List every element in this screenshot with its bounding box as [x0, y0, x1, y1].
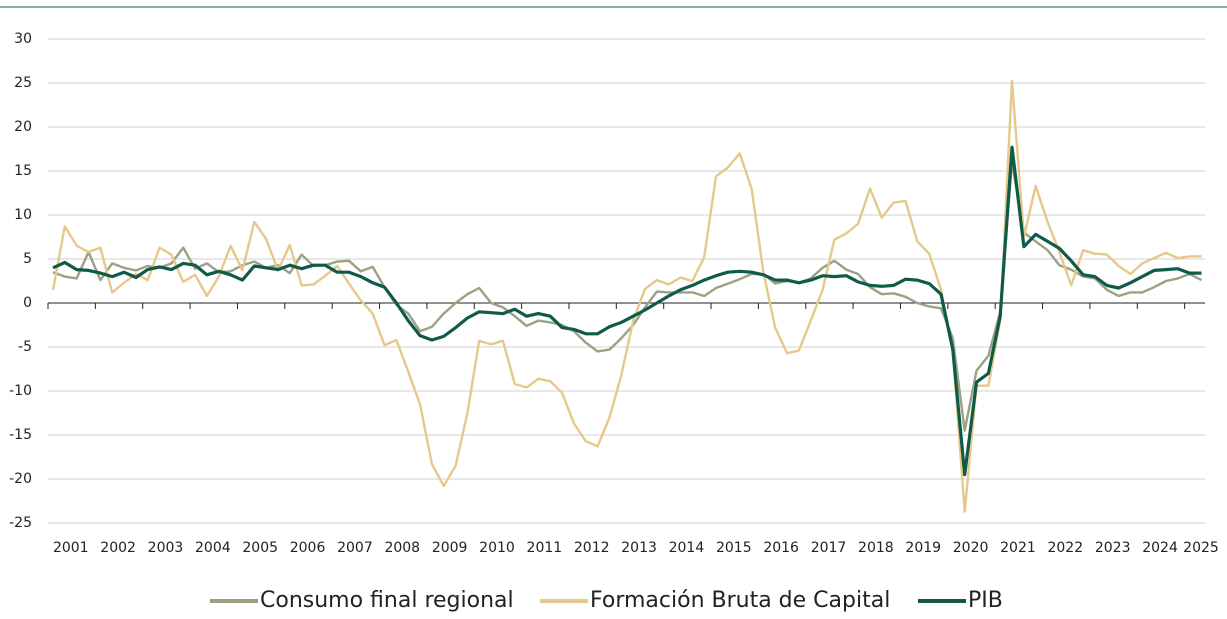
y-tick-label: 30 — [14, 31, 32, 47]
x-tick-label: 2018 — [858, 540, 894, 556]
x-tick-label: 2002 — [100, 540, 136, 556]
x-tick-label: 2019 — [905, 540, 941, 556]
x-tick-label: 2016 — [763, 540, 799, 556]
y-tick-label: 10 — [14, 207, 32, 223]
legend-label: PIB — [968, 588, 1003, 613]
line-series — [52, 145, 1202, 477]
x-tick-label: 2020 — [953, 540, 989, 556]
x-tick-label: 2003 — [148, 540, 184, 556]
y-tick-label: -10 — [9, 383, 32, 399]
x-tick-label: 2007 — [337, 540, 373, 556]
x-tick-label: 2021 — [1000, 540, 1036, 556]
line-series — [51, 80, 1202, 513]
x-tick-label: 2010 — [479, 540, 515, 556]
y-tick-label: -5 — [18, 339, 32, 355]
x-tick-label: 2017 — [811, 540, 847, 556]
x-tick-label: 2023 — [1095, 540, 1131, 556]
x-tick-label: 2022 — [1047, 540, 1083, 556]
x-tick-label: 2025 — [1183, 540, 1219, 556]
x-tick-label: 2008 — [384, 540, 420, 556]
y-tick-label: 25 — [14, 75, 32, 91]
y-tick-label: 15 — [14, 163, 32, 179]
x-tick-label: 2001 — [53, 540, 89, 556]
x-tick-label: 2024 — [1142, 540, 1178, 556]
x-tick-label: 2011 — [527, 540, 563, 556]
x-tick-label: 2015 — [716, 540, 752, 556]
y-tick-label: -20 — [9, 471, 32, 487]
x-tick-label: 2013 — [621, 540, 657, 556]
y-tick-label: 20 — [14, 119, 32, 135]
x-tick-label: 2009 — [432, 540, 468, 556]
x-tick-label: 2014 — [669, 540, 705, 556]
y-tick-label: -15 — [9, 427, 32, 443]
y-tick-label: -25 — [9, 515, 32, 531]
y-tick-label: 0 — [23, 295, 32, 311]
line-series — [52, 161, 1203, 432]
x-tick-label: 2006 — [290, 540, 326, 556]
legend-label: Consumo final regional — [260, 588, 514, 613]
y-tick-label: 5 — [23, 251, 32, 267]
legend-label: Formación Bruta de Capital — [590, 588, 890, 613]
x-tick-label: 2004 — [195, 540, 231, 556]
x-tick-label: 2012 — [574, 540, 610, 556]
x-tick-label: 2005 — [242, 540, 278, 556]
